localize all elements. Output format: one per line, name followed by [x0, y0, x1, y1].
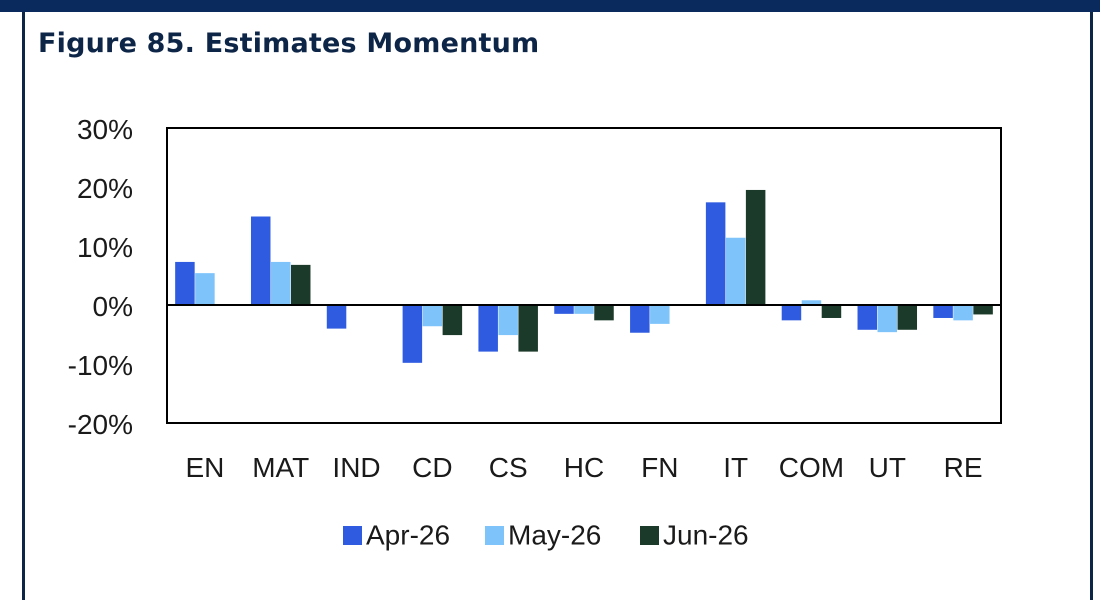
figure-title: Figure 85. Estimates Momentum	[38, 28, 540, 59]
bar-re-jun-26	[973, 305, 993, 315]
y-tick-label: 30%	[77, 114, 133, 145]
bar-en-apr-26	[175, 261, 195, 305]
frame-left-border	[22, 12, 25, 600]
x-tick-label: CS	[489, 452, 528, 483]
x-tick-label: EN	[185, 452, 224, 483]
bar-hc-may-26	[574, 305, 594, 314]
bar-ut-jun-26	[897, 305, 918, 330]
y-tick-label: 20%	[77, 173, 133, 204]
plot-area	[166, 127, 1002, 424]
bar-cs-apr-26	[478, 305, 498, 352]
legend-label-apr-26: Apr-26	[366, 520, 450, 551]
bar-cd-may-26	[422, 305, 443, 327]
y-tick-label: 10%	[77, 232, 133, 263]
bar-fn-may-26	[650, 305, 670, 324]
bar-ut-apr-26	[857, 305, 878, 330]
x-tick-label: MAT	[252, 452, 309, 483]
bar-mat-jun-26	[290, 264, 311, 305]
legend-swatch-may-26	[485, 526, 504, 545]
bar-com-apr-26	[781, 305, 802, 321]
bar-cs-jun-26	[518, 305, 538, 352]
bar-re-apr-26	[933, 305, 953, 318]
bar-com-may-26	[801, 300, 822, 305]
x-tick-label: FN	[641, 452, 678, 483]
x-tick-label: COM	[779, 452, 844, 483]
legend-label-may-26: May-26	[508, 520, 601, 551]
legend-swatch-apr-26	[343, 526, 362, 545]
x-tick-label: UT	[869, 452, 906, 483]
legend-swatch-jun-26	[640, 526, 659, 545]
bar-cs-may-26	[498, 305, 518, 336]
bar-fn-apr-26	[630, 305, 650, 333]
y-tick-label: 0%	[93, 291, 133, 322]
x-tick-label: RE	[944, 452, 983, 483]
x-tick-label: HC	[564, 452, 604, 483]
y-tick-label: -10%	[68, 350, 133, 381]
bar-cd-apr-26	[402, 305, 423, 363]
bar-en-may-26	[195, 273, 215, 305]
bar-it-jun-26	[745, 189, 766, 305]
bar-cd-jun-26	[442, 305, 463, 336]
bar-mat-apr-26	[250, 216, 271, 305]
x-tick-label: IND	[332, 452, 380, 483]
bar-ut-may-26	[877, 305, 898, 333]
bar-ind-apr-26	[326, 305, 347, 329]
bar-mat-may-26	[270, 261, 291, 305]
bar-hc-apr-26	[554, 305, 574, 314]
bar-com-jun-26	[821, 305, 842, 318]
bar-it-apr-26	[705, 202, 726, 305]
bar-re-may-26	[953, 305, 973, 321]
bar-it-may-26	[725, 237, 746, 305]
x-tick-label: CD	[412, 452, 452, 483]
x-tick-label: IT	[723, 452, 748, 483]
top-band	[0, 0, 1100, 12]
bar-hc-jun-26	[594, 305, 614, 321]
legend-label-jun-26: Jun-26	[663, 520, 749, 551]
y-tick-label: -20%	[68, 409, 133, 440]
frame-right-border	[1090, 12, 1093, 600]
